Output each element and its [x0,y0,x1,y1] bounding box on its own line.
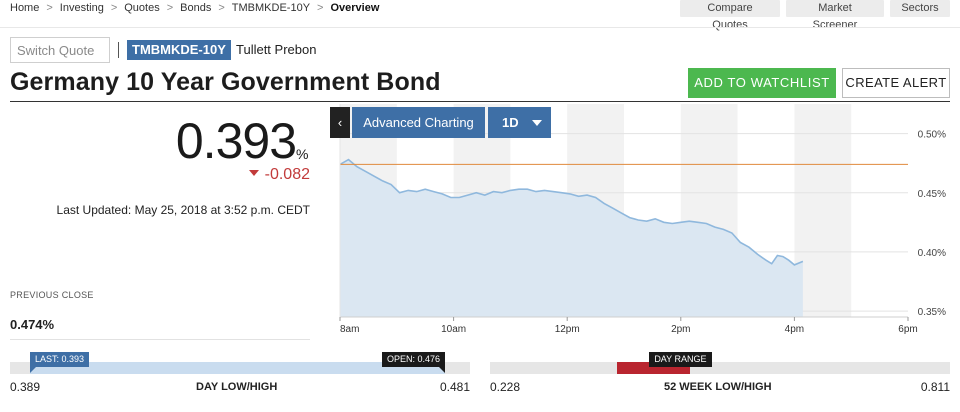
breadcrumb-chevron-icon: > [166,2,174,14]
market-screener-button[interactable]: Market Screener [786,0,884,31]
top-divider [0,27,960,28]
title-divider [10,101,950,102]
chart-x-tick-label: 6pm [898,324,917,335]
compare-quotes-button[interactable]: Compare Quotes [680,0,780,31]
breadcrumb-chevron-icon: > [317,2,324,14]
top-bar: Home > Investing > Quotes > Bonds > TMBM… [0,0,960,31]
breadcrumb-quotes[interactable]: Quotes [124,2,160,14]
chart-x-tick-label: 10am [441,324,466,335]
price-chart: 0.50% 0.45% 0.40% 0.35% 8am 10am 12pm 2pm 4pm 6pm… [330,104,960,336]
last-updated: Last Updated: May 25, 2018 at 3:52 p.m. … [56,203,310,217]
chart-band-4 [794,104,852,317]
chart-x-tick-label: 2pm [671,324,690,335]
chart-y-tick-label: 0.45% [918,189,946,200]
last-price-tag: LAST: 0.393 [30,352,90,373]
chart-back-button[interactable]: ‹ [330,107,350,138]
quote-source: Tullett Prebon [236,42,317,57]
week-range-label: 52 WEEK LOW/HIGH [664,381,772,393]
week-range-track [490,362,950,374]
separator [118,42,119,58]
chart-x-tick-label: 4pm [785,324,804,335]
breadcrumb-bonds[interactable]: Bonds [180,2,212,14]
day-range-fill [30,362,445,374]
day-high: 0.481 [439,380,470,394]
day-low: 0.389 [10,380,41,394]
breadcrumb-home[interactable]: Home [10,2,40,14]
breadcrumb-investing[interactable]: Investing [59,2,104,14]
chart-y-tick-label: 0.50% [918,130,946,141]
down-arrow-icon [248,169,259,176]
chart-canvas[interactable]: 0.50% 0.45% 0.40% 0.35% 8am 10am 12pm 2pm 4pm 6pm [330,104,960,336]
open-price-tag: OPEN: 0.476 [381,352,446,373]
last-price: 0.393 [175,113,297,169]
advanced-charting-button[interactable]: Advanced Charting [352,107,485,138]
week-range: DAY RANGE 0.228 52 WEEK LOW/HIGH 0.811 [490,352,950,396]
breadcrumb-chevron-icon: > [46,2,53,14]
create-alert-button[interactable]: CREATE ALERT [842,68,950,98]
day-range: LAST: 0.393 OPEN: 0.476 0.389 DAY LOW/HI… [10,352,470,396]
breadcrumb-current: Overview [330,2,380,14]
chart-period-value: 1D [502,115,519,130]
previous-close-label: PREVIOUS CLOSE [10,290,94,300]
day-range-label: DAY LOW/HIGH [196,381,278,393]
top-nav: Compare Quotes Market Screener Sectors [680,0,950,31]
chart-y-tick-label: 0.40% [918,248,946,259]
chart-x-tick-label: 12pm [555,324,580,335]
day-range-tag: DAY RANGE [649,352,712,367]
chart-x-tick-label: 8am [340,324,359,335]
add-to-watchlist-button[interactable]: ADD TO WATCHLIST [688,68,836,98]
ticker-badge: TMBMKDE-10Y [127,40,231,60]
chart-y-tick-label: 0.35% [918,307,946,318]
chart-period-dropdown[interactable]: 1D [488,107,551,138]
caret-down-icon [532,120,542,126]
switch-quote-input[interactable] [10,37,110,63]
price-change-value: -0.082 [264,166,310,183]
sectors-button[interactable]: Sectors [890,0,950,17]
breadcrumb: Home > Investing > Quotes > Bonds > TMBM… [10,2,379,14]
price-unit: % [296,146,309,162]
chart-series-line [339,158,804,266]
chart-area [340,159,803,317]
breadcrumb-ticker[interactable]: TMBMKDE-10Y [231,2,311,14]
breadcrumb-chevron-icon: > [218,2,225,14]
week-high: 0.811 [920,380,950,394]
week-low: 0.228 [490,380,521,394]
breadcrumb-chevron-icon: > [110,2,118,14]
price-change: -0.082 [0,166,310,184]
previous-close-value: 0.474% [10,317,55,332]
panel-divider [10,339,310,340]
page-title: Germany 10 Year Government Bond [10,68,441,96]
